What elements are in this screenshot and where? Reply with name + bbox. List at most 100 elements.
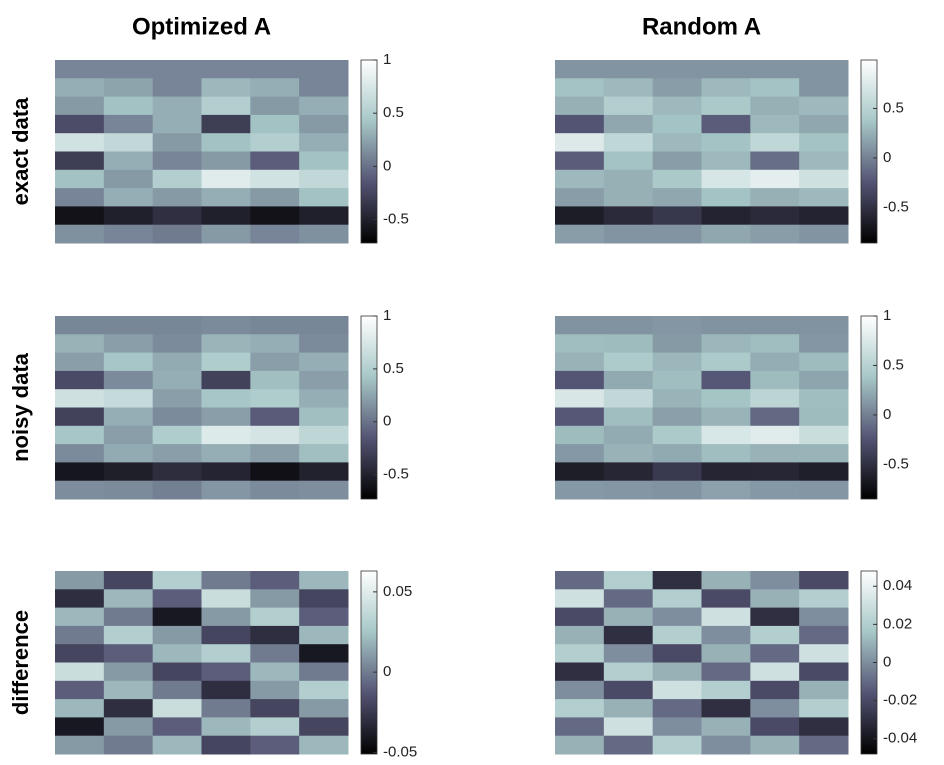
heatmap-cell bbox=[152, 352, 202, 372]
heatmap-cell bbox=[603, 462, 654, 482]
heatmap-cell bbox=[603, 60, 654, 79]
heatmap-cell bbox=[55, 699, 105, 718]
colorbar-tick-label: 1 bbox=[883, 307, 891, 324]
heatmap-cell bbox=[701, 78, 751, 98]
heatmap-cell bbox=[750, 169, 800, 189]
heatmap-cell bbox=[701, 370, 751, 390]
heatmap-cell bbox=[55, 607, 105, 627]
heatmap-cell bbox=[603, 96, 654, 116]
heatmap-cell bbox=[201, 114, 251, 134]
colorbar-tick-label: 0.5 bbox=[883, 356, 904, 373]
heatmap-cell bbox=[799, 735, 849, 755]
row-label: difference bbox=[8, 610, 33, 715]
heatmap-cell bbox=[55, 114, 105, 134]
heatmap-cell bbox=[750, 644, 800, 663]
heatmap-cell bbox=[250, 425, 300, 445]
heatmap-cell bbox=[250, 151, 300, 171]
heatmap-cell bbox=[799, 114, 849, 134]
colorbar-tick-label: -0.5 bbox=[383, 211, 409, 228]
heatmap-cell bbox=[55, 169, 105, 189]
heatmap-cell bbox=[603, 316, 654, 335]
heatmap-cell bbox=[201, 589, 251, 609]
heatmap-cell bbox=[299, 133, 349, 152]
heatmap-cell bbox=[603, 352, 654, 372]
colorbar-tick-label: 0 bbox=[883, 653, 891, 670]
heatmap-cell bbox=[103, 316, 154, 335]
heatmap-cell bbox=[555, 206, 605, 226]
heatmap-cell bbox=[299, 78, 349, 98]
heatmap-cell bbox=[201, 607, 251, 627]
heatmap-cell bbox=[750, 607, 800, 627]
heatmap-cell bbox=[750, 425, 800, 445]
heatmap-cell bbox=[299, 206, 349, 226]
heatmap-cell bbox=[152, 735, 202, 755]
heatmap-cell bbox=[555, 571, 605, 590]
heatmap-cell bbox=[701, 188, 751, 207]
heatmap-cell bbox=[652, 480, 702, 500]
heatmap-cell bbox=[603, 589, 654, 609]
heatmap-cell bbox=[55, 151, 105, 171]
heatmap-cell bbox=[701, 680, 751, 700]
colorbar bbox=[360, 59, 378, 244]
heatmap-cell bbox=[55, 352, 105, 372]
heatmap-cell bbox=[652, 607, 702, 627]
heatmap-cell bbox=[299, 717, 349, 737]
heatmap-cell bbox=[750, 571, 800, 590]
heatmap-cell bbox=[603, 607, 654, 627]
heatmap-cell bbox=[55, 644, 105, 663]
heatmap-cell bbox=[299, 370, 349, 390]
heatmap-cell bbox=[103, 589, 154, 609]
heatmap-cell bbox=[103, 188, 154, 207]
heatmap-cell bbox=[103, 462, 154, 482]
heatmap-cell bbox=[152, 151, 202, 171]
heatmap-cell bbox=[250, 206, 300, 226]
heatmap-cell bbox=[701, 699, 751, 718]
heatmap-cell bbox=[152, 607, 202, 627]
heatmap-cell bbox=[701, 607, 751, 627]
heatmap-cell bbox=[750, 316, 800, 335]
heatmap-cell bbox=[799, 589, 849, 609]
heatmap-cell bbox=[750, 60, 800, 79]
heatmap-cell bbox=[799, 389, 849, 408]
heatmap-cell bbox=[750, 462, 800, 482]
heatmap-cell bbox=[652, 334, 702, 354]
heatmap-cell bbox=[701, 625, 751, 645]
colorbar-tick-label: 0.5 bbox=[883, 99, 904, 116]
heatmap-cell bbox=[103, 389, 154, 408]
heatmap-cell bbox=[750, 735, 800, 755]
heatmap-cell bbox=[750, 407, 800, 427]
heatmap-cell bbox=[103, 169, 154, 189]
heatmap-cell bbox=[299, 169, 349, 189]
heatmap-cell bbox=[250, 589, 300, 609]
heatmap-cell bbox=[103, 644, 154, 663]
heatmap-cell bbox=[750, 206, 800, 226]
heatmap-cell bbox=[750, 188, 800, 207]
heatmap-cell bbox=[299, 644, 349, 663]
colorbar-tick-label: 0.04 bbox=[883, 577, 912, 594]
heatmap-cell bbox=[701, 114, 751, 134]
heatmap-cell bbox=[652, 169, 702, 189]
heatmap-cell bbox=[103, 224, 154, 244]
heatmap-cell bbox=[799, 206, 849, 226]
colorbar-tick-label: -0.5 bbox=[883, 455, 909, 472]
heatmap-cell bbox=[152, 334, 202, 354]
heatmap-cell bbox=[201, 462, 251, 482]
heatmap-cell bbox=[103, 334, 154, 354]
heatmap-cell bbox=[55, 133, 105, 152]
heatmap-cell bbox=[55, 480, 105, 500]
heatmap-cell bbox=[555, 625, 605, 645]
heatmap-cell bbox=[201, 316, 251, 335]
heatmap-cell bbox=[250, 352, 300, 372]
heatmap-cell bbox=[201, 644, 251, 663]
heatmap-cell bbox=[201, 444, 251, 463]
heatmap-cell bbox=[701, 644, 751, 663]
heatmap-cell bbox=[555, 425, 605, 445]
heatmap-cell bbox=[555, 316, 605, 335]
heatmap-cell bbox=[652, 571, 702, 590]
heatmap-cell bbox=[652, 316, 702, 335]
heatmap-cell bbox=[603, 334, 654, 354]
heatmap-cell bbox=[652, 78, 702, 98]
heatmap-cell bbox=[250, 680, 300, 700]
heatmap-cell bbox=[55, 444, 105, 463]
row-label: exact data bbox=[8, 97, 33, 205]
